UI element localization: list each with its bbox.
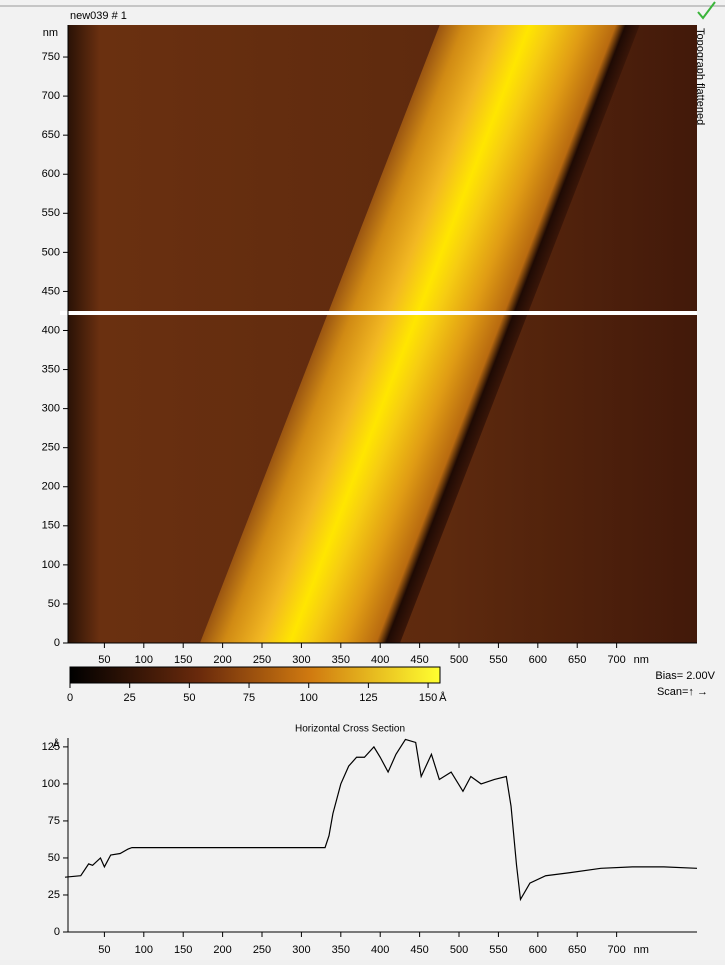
y-tick-label: 250	[42, 442, 60, 454]
section-y-tick-label: 25	[48, 889, 60, 901]
section-line	[64, 738, 698, 902]
section-x-tick-label: 450	[410, 944, 428, 956]
y-tick-label: 750	[42, 51, 60, 63]
section-x-tick-label: 600	[529, 944, 547, 956]
section-x-tick-label: 250	[253, 944, 271, 956]
x-tick-label: 200	[213, 654, 231, 666]
colorbar-tick-label: 50	[183, 692, 195, 704]
section-x-tick-label: 300	[292, 944, 310, 956]
section-x-tick-label: 550	[489, 944, 507, 956]
section-y-tick-label: 50	[48, 852, 60, 864]
colorbar-tick-label: 125	[359, 692, 377, 704]
x-tick-label: 500	[450, 654, 468, 666]
y-tick-label: 300	[42, 403, 60, 415]
x-tick-label: 100	[135, 654, 153, 666]
image-title: new039 # 1	[70, 10, 127, 22]
x-tick-label: 50	[98, 654, 110, 666]
y-unit: nm	[43, 27, 58, 39]
y-tick-label: 500	[42, 246, 60, 258]
y-tick-label: 600	[42, 168, 60, 180]
section-x-tick-label: 700	[607, 944, 625, 956]
y-tick-label: 450	[42, 285, 60, 297]
y-tick-label: 150	[42, 520, 60, 532]
section-x-tick-label: 100	[135, 944, 153, 956]
section-title: Horizontal Cross Section	[295, 724, 405, 735]
colorbar-tick-label: 0	[67, 692, 73, 704]
y-tick-label: 550	[42, 207, 60, 219]
y-tick-label: 200	[42, 481, 60, 493]
colorbar-tick-label: 75	[243, 692, 255, 704]
section-x-tick-label: 200	[213, 944, 231, 956]
bias-label: Bias= 2.00V	[655, 670, 715, 682]
y-tick-label: 400	[42, 324, 60, 336]
section-y-tick-label: 0	[54, 926, 60, 938]
section-line	[60, 311, 697, 315]
topography-image	[60, 25, 697, 643]
section-y-tick-label: 125	[42, 741, 60, 753]
section-y-tick-label: 100	[42, 778, 60, 790]
colorbar-tick-label: 150	[419, 692, 437, 704]
x-tick-label: 700	[607, 654, 625, 666]
x-tick-label: 350	[332, 654, 350, 666]
scan-label: Scan=↑ →	[657, 686, 708, 698]
image-band	[200, 25, 640, 643]
section-x-tick-label: 350	[332, 944, 350, 956]
section-x-tick-label: 150	[174, 944, 192, 956]
check-icon	[697, 1, 716, 20]
colorbar-tick-label: 100	[300, 692, 318, 704]
section-y-tick-label: 75	[48, 815, 60, 827]
y-tick-label: 0	[54, 637, 60, 649]
colorbar-tick-label: 25	[124, 692, 136, 704]
x-tick-label: 250	[253, 654, 271, 666]
colorbar-unit: Å	[439, 691, 447, 704]
y-tick-label: 50	[48, 598, 60, 610]
x-tick-label: 600	[529, 654, 547, 666]
side-label: Topograph flattened	[694, 28, 706, 125]
section-x-tick-label: 500	[450, 944, 468, 956]
x-tick-label: 150	[174, 654, 192, 666]
x-tick-label: 450	[410, 654, 428, 666]
x-tick-label: 400	[371, 654, 389, 666]
y-tick-label: 100	[42, 559, 60, 571]
y-tick-label: 700	[42, 90, 60, 102]
y-tick-label: 650	[42, 129, 60, 141]
section-x-tick-label: 50	[98, 944, 110, 956]
x-tick-label: 650	[568, 654, 586, 666]
colorbar	[69, 666, 441, 684]
section-x-tick-label: 400	[371, 944, 389, 956]
section-x-unit: nm	[634, 944, 649, 956]
x-tick-label: 300	[292, 654, 310, 666]
x-unit: nm	[634, 654, 649, 666]
x-tick-label: 550	[489, 654, 507, 666]
section-y-unit: Å	[53, 738, 61, 751]
section-x-tick-label: 650	[568, 944, 586, 956]
y-tick-label: 350	[42, 363, 60, 375]
